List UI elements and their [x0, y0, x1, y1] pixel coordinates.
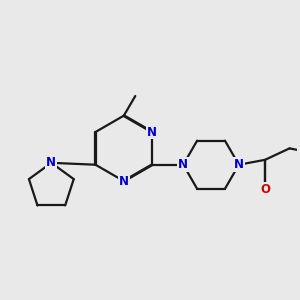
- Text: N: N: [46, 156, 56, 169]
- Text: N: N: [147, 125, 157, 139]
- Text: N: N: [234, 158, 244, 171]
- Text: N: N: [119, 175, 129, 188]
- Text: N: N: [178, 158, 188, 171]
- Text: O: O: [260, 183, 270, 196]
